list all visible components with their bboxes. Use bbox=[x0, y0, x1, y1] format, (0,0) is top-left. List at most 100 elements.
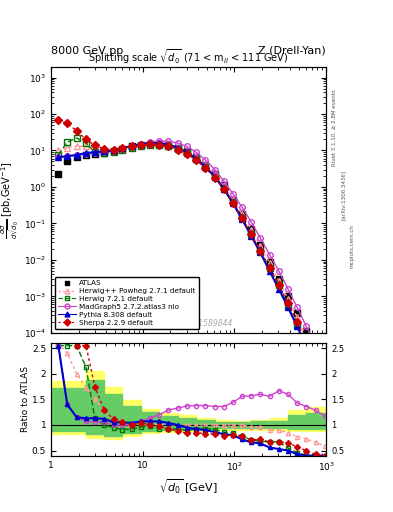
Pythia 8.308 default bbox=[221, 185, 226, 191]
Sherpa 2.2.9 default bbox=[156, 141, 161, 147]
Herwig 7.2.1 default bbox=[258, 248, 263, 254]
Sherpa 2.2.9 default bbox=[111, 146, 116, 153]
Herwig 7.2.1 default bbox=[203, 163, 208, 169]
Herwig++ Powheg 2.7.1 default bbox=[111, 146, 116, 153]
Herwig++ Powheg 2.7.1 default bbox=[203, 162, 208, 168]
Herwig++ Powheg 2.7.1 default bbox=[322, 373, 327, 379]
ATLAS bbox=[139, 142, 143, 148]
Text: 8000 GeV pp: 8000 GeV pp bbox=[51, 46, 123, 56]
Pythia 8.308 default bbox=[148, 140, 152, 146]
Sherpa 2.2.9 default bbox=[249, 231, 253, 238]
Sherpa 2.2.9 default bbox=[102, 146, 107, 152]
Herwig 7.2.1 default bbox=[92, 149, 97, 155]
MadGraph5 2.7.2.atlas3 nlo bbox=[102, 149, 107, 155]
Sherpa 2.2.9 default bbox=[240, 215, 244, 221]
Herwig++ Powheg 2.7.1 default bbox=[156, 141, 161, 147]
Herwig++ Powheg 2.7.1 default bbox=[166, 142, 171, 148]
Herwig 7.2.1 default bbox=[313, 364, 318, 370]
Herwig++ Powheg 2.7.1 default bbox=[74, 143, 79, 150]
Pythia 8.308 default bbox=[56, 154, 61, 160]
MadGraph5 2.7.2.atlas3 nlo bbox=[139, 141, 143, 147]
ATLAS bbox=[120, 146, 125, 152]
MadGraph5 2.7.2.atlas3 nlo bbox=[111, 148, 116, 154]
Herwig 7.2.1 default bbox=[213, 173, 217, 179]
ATLAS bbox=[258, 242, 263, 248]
Pythia 8.308 default bbox=[175, 144, 180, 151]
ATLAS bbox=[74, 154, 79, 160]
Herwig 7.2.1 default bbox=[56, 152, 61, 158]
Pythia 8.308 default bbox=[213, 174, 217, 180]
Pythia 8.308 default bbox=[276, 286, 281, 292]
Herwig 7.2.1 default bbox=[84, 140, 88, 146]
Herwig++ Powheg 2.7.1 default bbox=[221, 182, 226, 188]
Herwig++ Powheg 2.7.1 default bbox=[231, 197, 235, 203]
ATLAS bbox=[184, 148, 189, 154]
Line: Pythia 8.308 default: Pythia 8.308 default bbox=[55, 140, 327, 392]
Herwig++ Powheg 2.7.1 default bbox=[102, 146, 107, 152]
Sherpa 2.2.9 default bbox=[92, 142, 97, 148]
Sherpa 2.2.9 default bbox=[286, 300, 290, 306]
MadGraph5 2.7.2.atlas3 nlo bbox=[267, 251, 272, 258]
Pythia 8.308 default bbox=[240, 216, 244, 222]
Herwig 7.2.1 default bbox=[148, 141, 152, 147]
MadGraph5 2.7.2.atlas3 nlo bbox=[295, 304, 299, 310]
Herwig 7.2.1 default bbox=[74, 135, 79, 141]
Line: Herwig 7.2.1 default: Herwig 7.2.1 default bbox=[55, 135, 318, 369]
Pythia 8.308 default bbox=[304, 344, 309, 350]
Sherpa 2.2.9 default bbox=[139, 141, 143, 147]
Herwig 7.2.1 default bbox=[102, 150, 107, 156]
ATLAS bbox=[102, 150, 107, 156]
Text: ATLAS_2017_I1589844: ATLAS_2017_I1589844 bbox=[145, 318, 232, 328]
Pythia 8.308 default bbox=[74, 152, 79, 158]
Line: ATLAS: ATLAS bbox=[55, 141, 327, 371]
Pythia 8.308 default bbox=[194, 156, 198, 162]
Herwig 7.2.1 default bbox=[286, 303, 290, 309]
ATLAS bbox=[240, 211, 244, 217]
Pythia 8.308 default bbox=[102, 148, 107, 154]
Text: mcplots.cern.ch: mcplots.cern.ch bbox=[350, 224, 355, 268]
Herwig 7.2.1 default bbox=[130, 144, 134, 151]
Pythia 8.308 default bbox=[258, 249, 263, 255]
Herwig 7.2.1 default bbox=[221, 185, 226, 191]
Pythia 8.308 default bbox=[120, 145, 125, 152]
Sherpa 2.2.9 default bbox=[231, 200, 235, 206]
Herwig 7.2.1 default bbox=[139, 143, 143, 149]
ATLAS bbox=[156, 141, 161, 147]
Sherpa 2.2.9 default bbox=[295, 319, 299, 325]
Sherpa 2.2.9 default bbox=[203, 165, 208, 171]
Pythia 8.308 default bbox=[139, 141, 143, 147]
Y-axis label: $\frac{d\sigma}{d\sqrt{d_0}}$ [pb,GeV$^{-1}$]: $\frac{d\sigma}{d\sqrt{d_0}}$ [pb,GeV$^{… bbox=[0, 161, 22, 239]
Pythia 8.308 default bbox=[65, 153, 70, 159]
Herwig++ Powheg 2.7.1 default bbox=[65, 144, 70, 151]
Sherpa 2.2.9 default bbox=[322, 381, 327, 387]
MadGraph5 2.7.2.atlas3 nlo bbox=[249, 219, 253, 225]
ATLAS bbox=[92, 151, 97, 157]
MadGraph5 2.7.2.atlas3 nlo bbox=[231, 190, 235, 197]
Herwig 7.2.1 default bbox=[111, 149, 116, 155]
Pythia 8.308 default bbox=[130, 143, 134, 149]
Pythia 8.308 default bbox=[111, 147, 116, 154]
MadGraph5 2.7.2.atlas3 nlo bbox=[258, 235, 263, 241]
Sherpa 2.2.9 default bbox=[65, 120, 70, 126]
MadGraph5 2.7.2.atlas3 nlo bbox=[304, 323, 309, 329]
ATLAS bbox=[286, 293, 290, 300]
Herwig++ Powheg 2.7.1 default bbox=[258, 243, 263, 249]
MadGraph5 2.7.2.atlas3 nlo bbox=[184, 143, 189, 150]
ATLAS bbox=[213, 172, 217, 178]
ATLAS bbox=[111, 148, 116, 154]
MadGraph5 2.7.2.atlas3 nlo bbox=[322, 362, 327, 368]
Herwig 7.2.1 default bbox=[231, 199, 235, 205]
MadGraph5 2.7.2.atlas3 nlo bbox=[130, 143, 134, 150]
MadGraph5 2.7.2.atlas3 nlo bbox=[74, 152, 79, 158]
Herwig++ Powheg 2.7.1 default bbox=[286, 296, 290, 302]
Herwig++ Powheg 2.7.1 default bbox=[194, 154, 198, 160]
Pythia 8.308 default bbox=[286, 304, 290, 310]
Herwig 7.2.1 default bbox=[249, 231, 253, 238]
Pythia 8.308 default bbox=[166, 141, 171, 147]
Herwig++ Powheg 2.7.1 default bbox=[120, 146, 125, 152]
Sherpa 2.2.9 default bbox=[175, 146, 180, 153]
Pythia 8.308 default bbox=[156, 140, 161, 146]
MadGraph5 2.7.2.atlas3 nlo bbox=[194, 149, 198, 155]
Sherpa 2.2.9 default bbox=[221, 186, 226, 192]
ATLAS bbox=[203, 162, 208, 168]
